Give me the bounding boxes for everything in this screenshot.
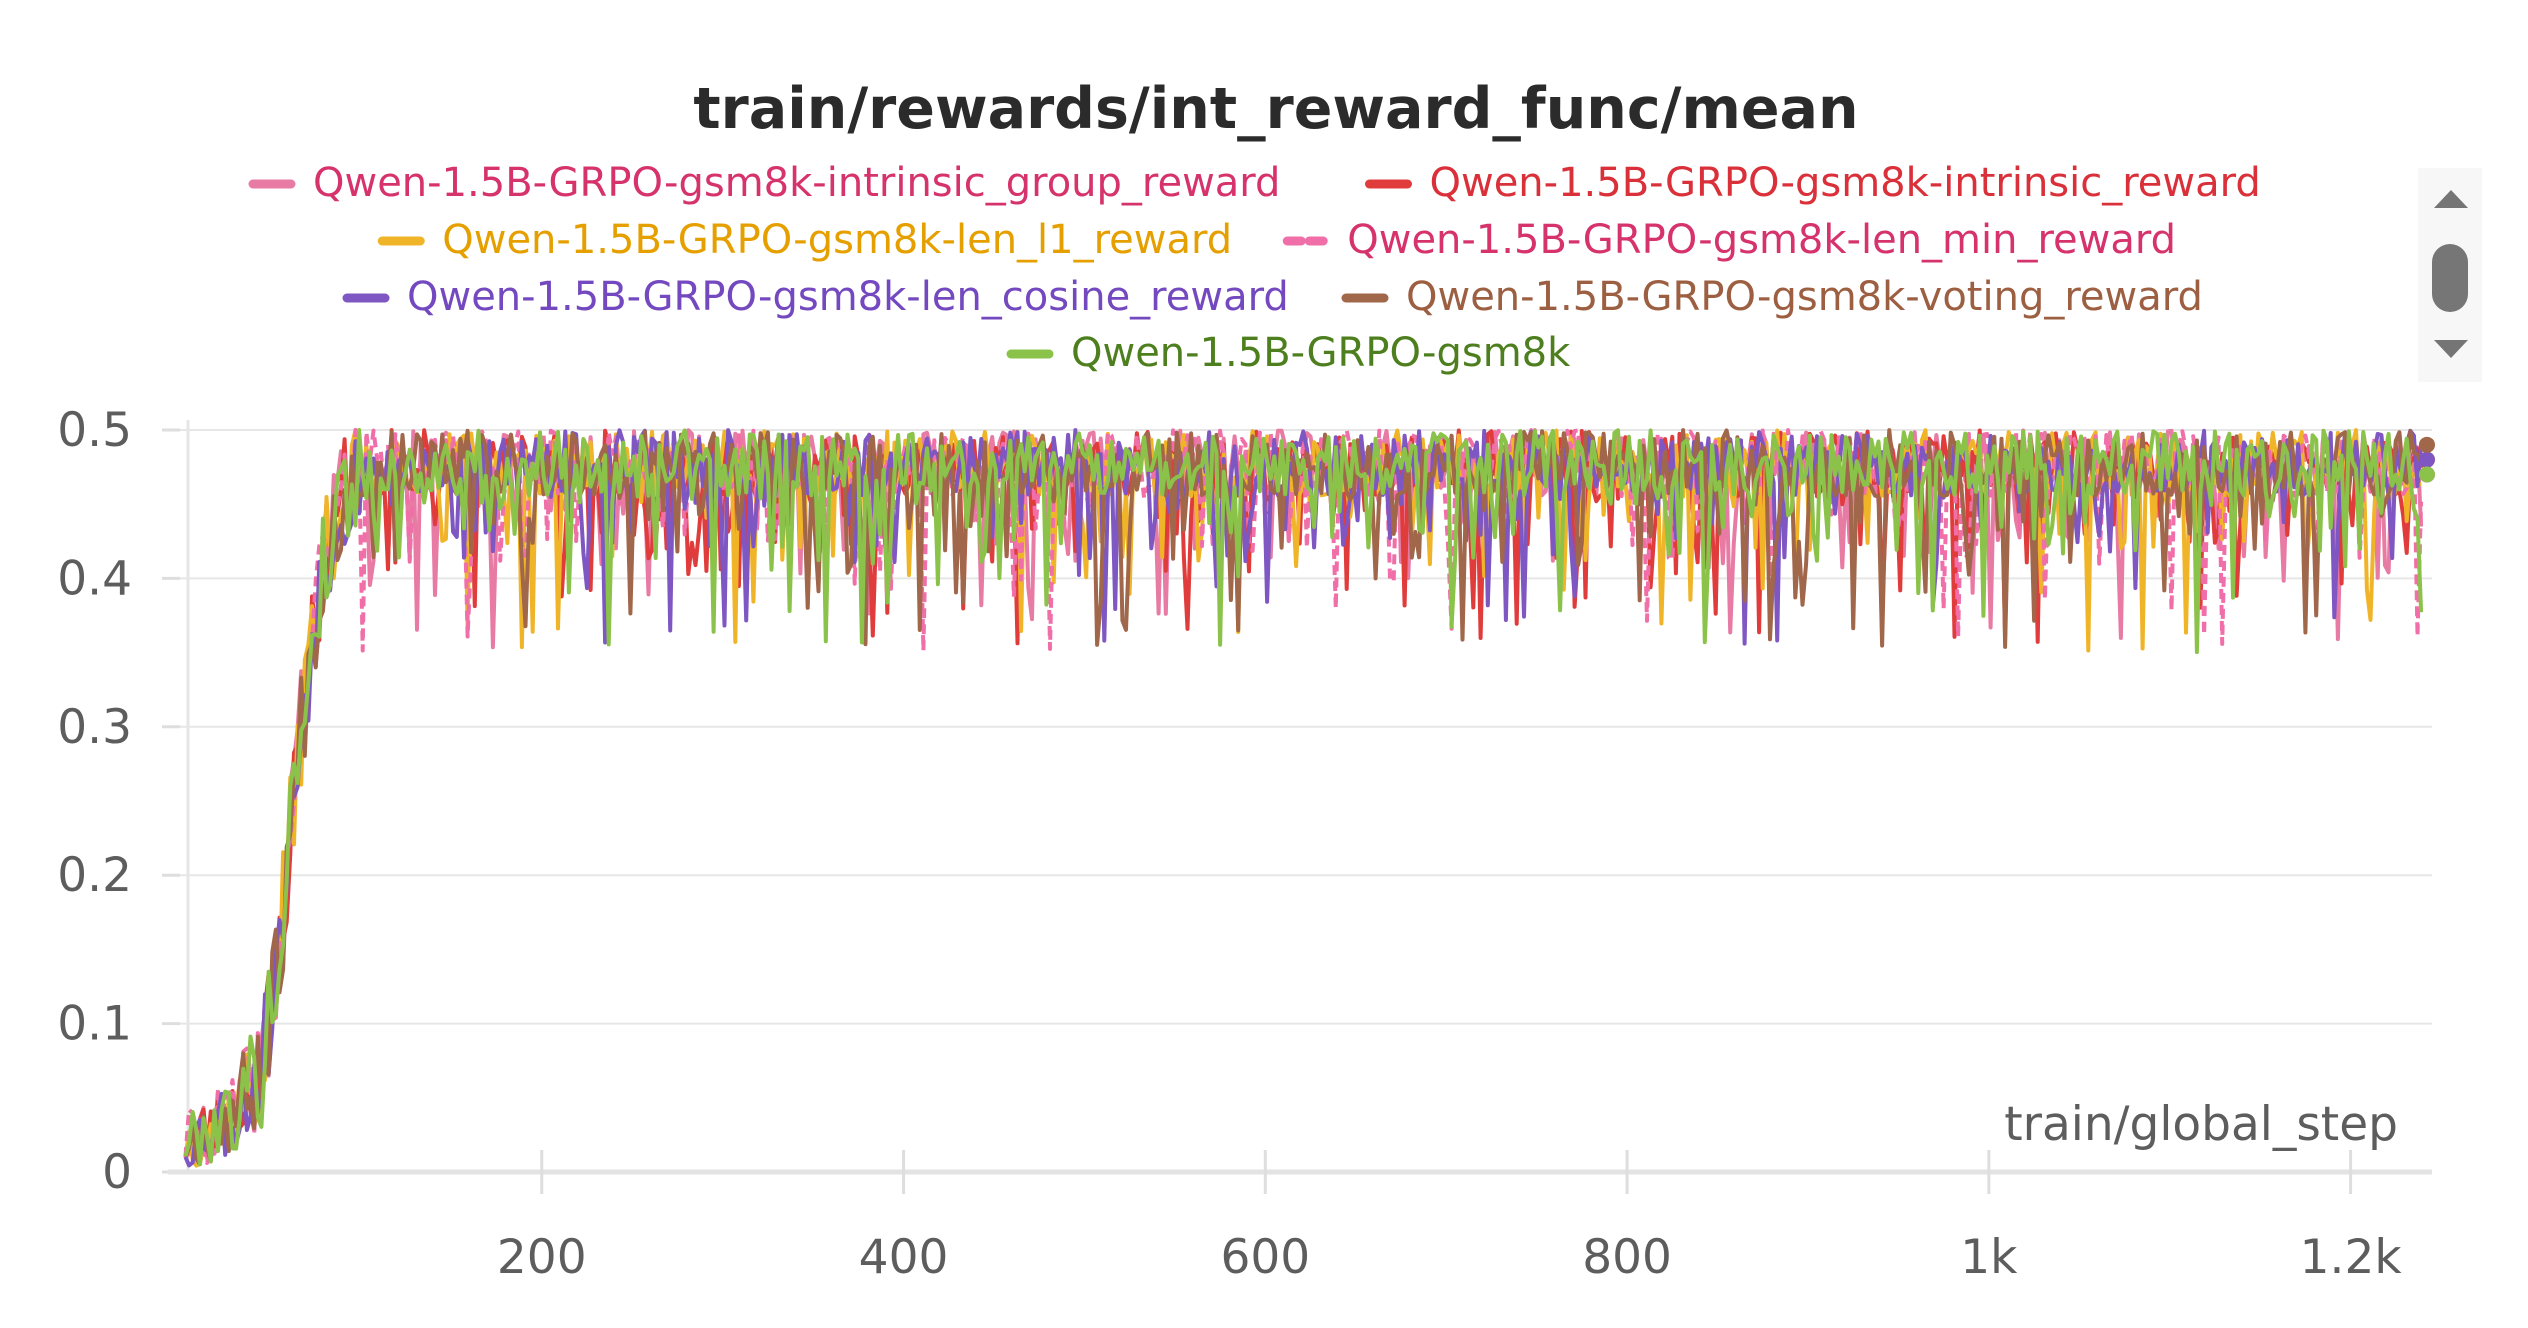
caret-up-icon[interactable] [2434, 190, 2468, 208]
legend-item[interactable]: Qwen-1.5B-GRPO-gsm8k-len_min_reward [1282, 217, 2176, 263]
legend-label: Qwen-1.5B-GRPO-gsm8k-len_l1_reward [442, 217, 1232, 263]
legend-item[interactable]: Qwen-1.5B-GRPO-gsm8k-intrinsic_group_rew… [248, 160, 1280, 206]
x-tick-label: 1k [1960, 1230, 2018, 1285]
legend-item[interactable]: Qwen-1.5B-GRPO-gsm8k-intrinsic_reward [1365, 160, 2261, 206]
series-end-marker [2418, 436, 2435, 453]
y-tick-label: 0.3 [57, 700, 132, 755]
legend-scrollbar[interactable] [2418, 168, 2482, 382]
y-tick-label: 0 [102, 1145, 132, 1200]
scroll-thumb[interactable] [2432, 244, 2468, 312]
series-line [183, 428, 2424, 1167]
x-axis-title: train/global_step [2004, 1097, 2398, 1152]
x-tick-label: 200 [497, 1230, 587, 1285]
series-line [183, 428, 2424, 1165]
legend-item[interactable]: Qwen-1.5B-GRPO-gsm8k-len_cosine_reward [342, 274, 1289, 320]
legend-label: Qwen-1.5B-GRPO-gsm8k-intrinsic_group_rew… [313, 160, 1280, 206]
series-line [183, 428, 2424, 1168]
x-tick-label: 400 [859, 1230, 949, 1285]
legend-label: Qwen-1.5B-GRPO-gsm8k [1071, 330, 1571, 376]
legend-label: Qwen-1.5B-GRPO-gsm8k-intrinsic_reward [1430, 160, 2261, 206]
x-tick-label: 600 [1220, 1230, 1310, 1285]
y-tick-label: 0.4 [57, 551, 132, 606]
legend-label: Qwen-1.5B-GRPO-gsm8k-len_min_reward [1347, 217, 2176, 263]
legend-label: Qwen-1.5B-GRPO-gsm8k-voting_reward [1406, 274, 2203, 320]
axes: 0 0.1 0.2 0.3 0.4 0.5 200 400 600 800 1k 1.2k [57, 403, 2432, 1285]
caret-down-icon[interactable] [2434, 340, 2468, 358]
series-end-marker [2418, 466, 2435, 483]
plot-area [183, 428, 2435, 1168]
legend-item[interactable]: Qwen-1.5B-GRPO-gsm8k-voting_reward [1341, 274, 2203, 320]
y-tick-label: 0.5 [57, 403, 132, 458]
y-tick-label: 0.2 [57, 848, 132, 903]
legend-label: Qwen-1.5B-GRPO-gsm8k-len_cosine_reward [407, 274, 1289, 320]
x-tick-label: 800 [1582, 1230, 1672, 1285]
y-tick-label: 0.1 [57, 997, 132, 1052]
legend: Qwen-1.5B-GRPO-gsm8k-intrinsic_group_rew… [248, 160, 2261, 376]
x-tick-label: 1.2k [2300, 1230, 2403, 1285]
chart-title: train/rewards/int_reward_func/mean [693, 76, 1858, 142]
series-end-marker [2418, 451, 2435, 468]
legend-item[interactable]: Qwen-1.5B-GRPO-gsm8k [1006, 330, 1571, 376]
legend-item[interactable]: Qwen-1.5B-GRPO-gsm8k-len_l1_reward [377, 217, 1232, 263]
